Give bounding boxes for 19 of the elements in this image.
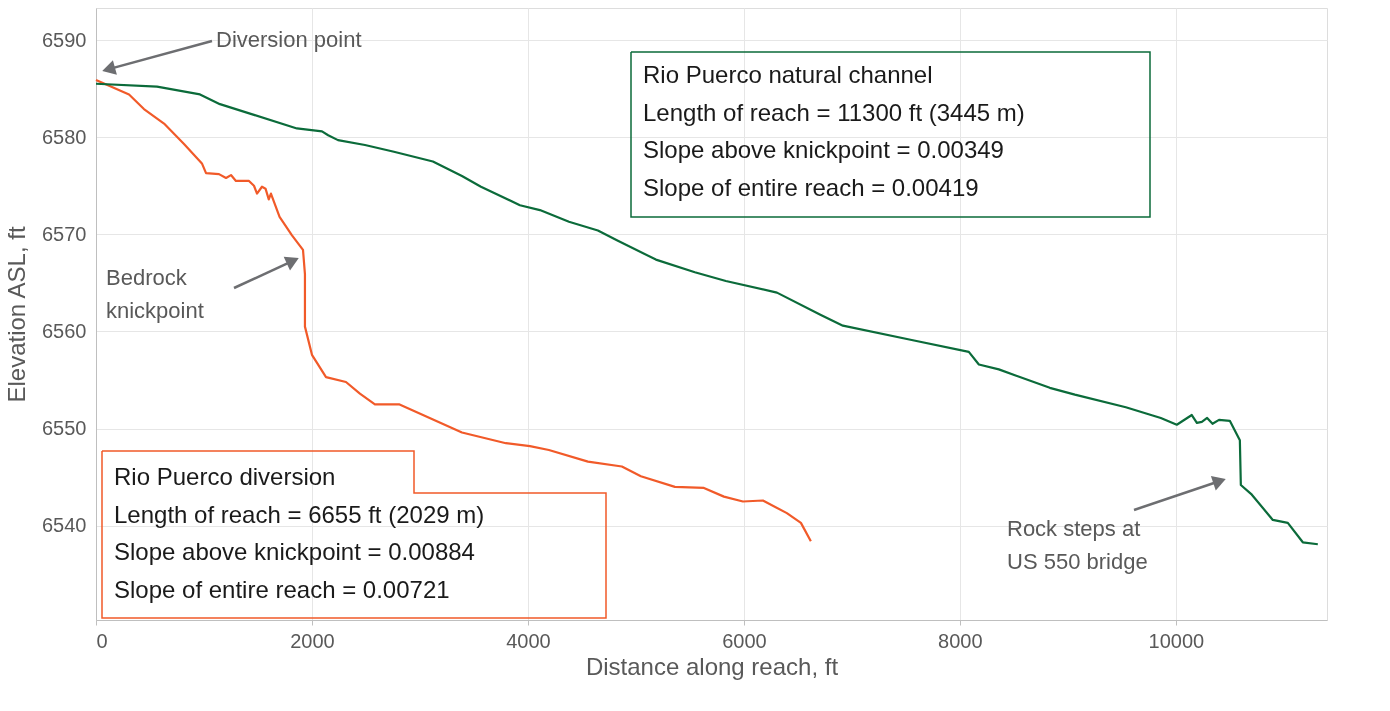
annotation: Diversion point <box>216 27 362 52</box>
y-tick-label: 6560 <box>42 319 87 342</box>
y-tick-label: 6550 <box>42 417 87 440</box>
annotation: Bedrock knickpoint <box>106 265 204 323</box>
x-axis-title: Distance along reach, ft <box>585 652 839 680</box>
x-tick-label: 10000 <box>1148 629 1205 652</box>
y-tick-label: 6580 <box>42 125 87 148</box>
annotation: Rio Puerco diversion Length of reach = 6655 ft (2029 m) Slope above knickpoint = 0.00884 Slope of entire reach = 0.00721 <box>114 463 485 603</box>
x-tick-label: 0 <box>96 629 108 652</box>
x-tick-label: 6000 <box>722 629 767 652</box>
x-tick-label: 2000 <box>290 629 335 652</box>
annotation: Rock steps at US 550 bridge <box>1007 516 1148 574</box>
y-tick-label: 6570 <box>42 222 87 245</box>
x-tick-label: 8000 <box>938 629 983 652</box>
y-tick-label: 6590 <box>42 28 87 51</box>
x-tick-label: 4000 <box>506 629 551 652</box>
y-tick-label: 6540 <box>42 514 87 537</box>
annotation: Rio Puerco natural channel Length of reach = 11300 ft (3445 m) Slope above knickpoint = 0.00349 Slope of entire reach = 0.00419 <box>643 61 1025 201</box>
y-axis-title: Elevation ASL, ft <box>3 226 31 403</box>
